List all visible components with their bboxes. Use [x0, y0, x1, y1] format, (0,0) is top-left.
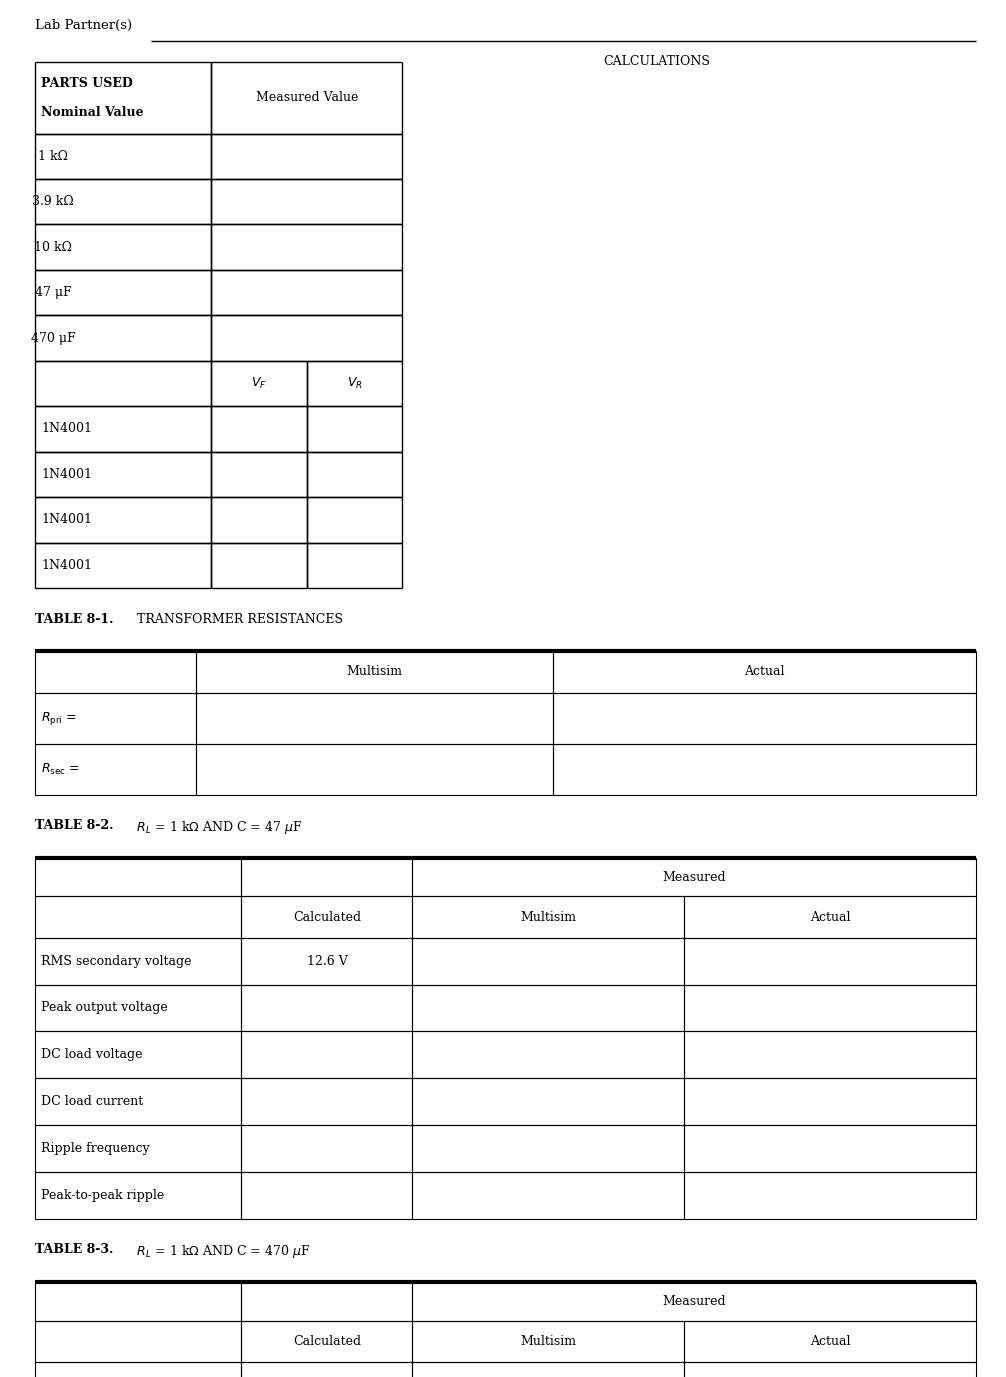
- Text: Multisim: Multisim: [520, 1334, 576, 1348]
- Text: Peak output voltage: Peak output voltage: [41, 1001, 168, 1015]
- Text: 10 kΩ: 10 kΩ: [34, 241, 72, 253]
- Text: TRANSFORMER RESISTANCES: TRANSFORMER RESISTANCES: [129, 613, 343, 625]
- Text: $V_F$: $V_F$: [252, 376, 267, 391]
- Text: RMS secondary voltage: RMS secondary voltage: [41, 954, 192, 968]
- Text: Nominal Value: Nominal Value: [41, 106, 144, 118]
- Text: TABLE 8-1.: TABLE 8-1.: [35, 613, 114, 625]
- Text: Actual: Actual: [810, 910, 850, 924]
- Text: Actual: Actual: [744, 665, 785, 679]
- Text: 47 μF: 47 μF: [35, 286, 71, 299]
- Text: 470 μF: 470 μF: [31, 332, 75, 344]
- Text: 1N4001: 1N4001: [41, 468, 93, 481]
- Text: $R_L$ = 1 k$\Omega$ AND C = 470 $\mu$F: $R_L$ = 1 k$\Omega$ AND C = 470 $\mu$F: [129, 1243, 310, 1260]
- Text: Peak-to-peak ripple: Peak-to-peak ripple: [41, 1188, 165, 1202]
- Text: 1N4001: 1N4001: [41, 514, 93, 526]
- Text: PARTS USED: PARTS USED: [41, 77, 133, 90]
- Text: DC load current: DC load current: [41, 1095, 144, 1108]
- Text: 1N4001: 1N4001: [41, 559, 93, 571]
- Text: Measured: Measured: [662, 1294, 726, 1308]
- Text: 1N4001: 1N4001: [41, 423, 93, 435]
- Text: Multisim: Multisim: [347, 665, 402, 679]
- Text: 3.9 kΩ: 3.9 kΩ: [32, 196, 74, 208]
- Text: DC load voltage: DC load voltage: [41, 1048, 143, 1062]
- Text: $R_\mathrm{sec}$ =: $R_\mathrm{sec}$ =: [41, 761, 80, 777]
- Text: 1 kΩ: 1 kΩ: [38, 150, 68, 162]
- Text: CALCULATIONS: CALCULATIONS: [604, 55, 710, 69]
- Text: $R_\mathrm{pri}$ =: $R_\mathrm{pri}$ =: [41, 709, 77, 727]
- Text: Lab Partner(s): Lab Partner(s): [35, 19, 133, 32]
- Text: 12.6 V: 12.6 V: [307, 954, 347, 968]
- Text: Calculated: Calculated: [293, 1334, 361, 1348]
- Text: Measured: Measured: [662, 870, 726, 884]
- Text: Calculated: Calculated: [293, 910, 361, 924]
- Text: TABLE 8-2.: TABLE 8-2.: [35, 819, 114, 832]
- Text: $R_L$ = 1 k$\Omega$ AND C = 47 $\mu$F: $R_L$ = 1 k$\Omega$ AND C = 47 $\mu$F: [129, 819, 302, 836]
- Text: Measured Value: Measured Value: [256, 91, 358, 105]
- Text: TABLE 8-3.: TABLE 8-3.: [35, 1243, 114, 1256]
- Text: $V_R$: $V_R$: [347, 376, 362, 391]
- Text: Multisim: Multisim: [520, 910, 576, 924]
- Text: Ripple frequency: Ripple frequency: [41, 1142, 150, 1155]
- Text: Actual: Actual: [810, 1334, 850, 1348]
